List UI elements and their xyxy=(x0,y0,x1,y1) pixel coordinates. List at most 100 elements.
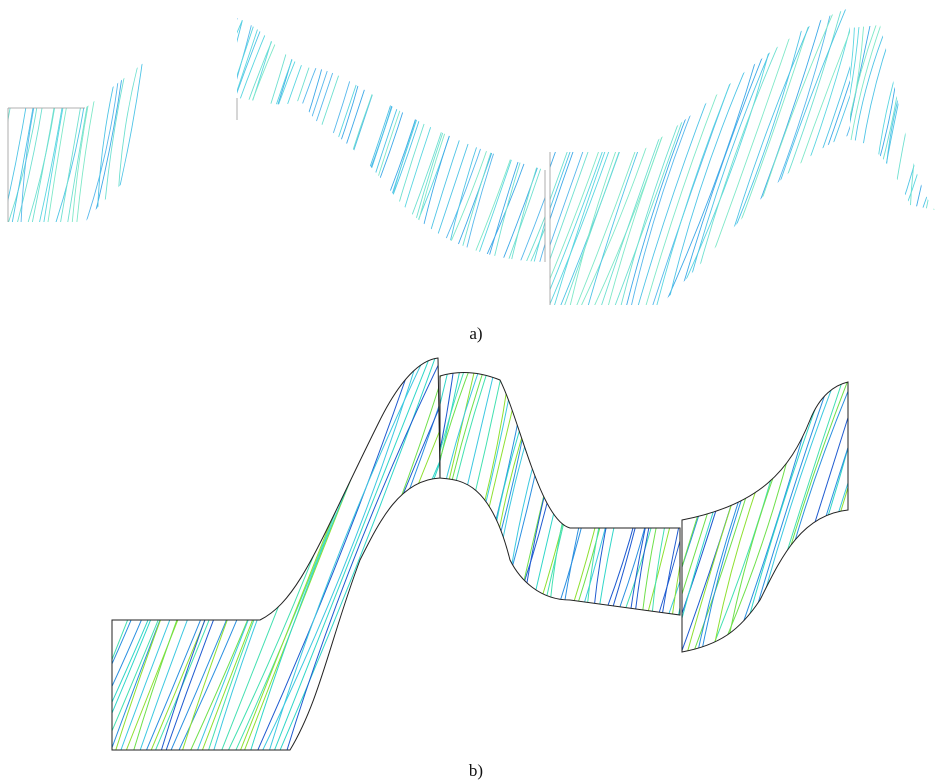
streamline xyxy=(614,375,704,660)
streamline xyxy=(84,0,124,230)
streamline xyxy=(242,0,332,270)
streamline xyxy=(390,350,550,755)
streamline xyxy=(285,350,445,755)
streamline xyxy=(602,365,662,620)
streamline xyxy=(33,350,193,755)
figure: a) b) xyxy=(0,0,939,784)
streamline xyxy=(455,365,515,620)
streamline xyxy=(588,375,678,660)
streamline xyxy=(414,0,504,270)
streamline xyxy=(43,0,83,230)
streamline xyxy=(692,0,802,310)
streamline xyxy=(0,350,87,755)
streamline xyxy=(485,0,575,270)
streamline xyxy=(134,0,224,270)
streamline xyxy=(456,350,616,755)
streamline xyxy=(699,0,809,310)
streamline xyxy=(712,375,802,660)
streamline xyxy=(860,375,939,660)
streamline xyxy=(402,0,492,270)
streamline xyxy=(288,0,378,270)
streamline xyxy=(278,350,438,755)
streamline xyxy=(183,0,273,270)
panel-label: a) xyxy=(469,324,482,343)
streamline xyxy=(380,0,470,270)
streamline xyxy=(70,350,230,755)
streamline xyxy=(688,0,798,310)
streamline xyxy=(433,0,523,270)
streamline xyxy=(925,20,939,215)
streamline xyxy=(450,365,510,620)
streamline xyxy=(109,350,269,755)
streamline xyxy=(817,0,927,310)
streamline xyxy=(273,350,433,755)
streamline xyxy=(194,0,284,270)
streamline xyxy=(74,350,234,755)
streamline xyxy=(707,365,767,620)
streamline xyxy=(820,20,860,215)
streamline xyxy=(385,365,445,620)
streamline xyxy=(837,375,927,660)
streamline xyxy=(368,0,458,270)
streamline xyxy=(190,0,280,270)
streamline xyxy=(826,375,916,660)
streamline xyxy=(254,0,344,270)
streamline xyxy=(868,20,908,215)
streamline xyxy=(819,375,909,660)
streamline xyxy=(559,0,669,310)
streamline xyxy=(444,0,534,270)
streamline xyxy=(547,0,657,310)
streamline xyxy=(205,0,295,270)
streamline xyxy=(866,375,939,660)
streamline xyxy=(610,375,700,660)
streamline xyxy=(177,0,267,270)
streamline xyxy=(734,0,844,310)
streamline xyxy=(563,0,673,310)
streamline xyxy=(256,350,416,755)
streamline xyxy=(465,0,575,310)
streamline xyxy=(872,0,939,310)
streamline xyxy=(730,375,820,660)
streamline xyxy=(717,0,827,310)
streamline xyxy=(545,0,635,270)
streamline xyxy=(791,0,901,310)
streamline xyxy=(760,375,850,660)
streamline xyxy=(386,0,476,270)
streamline xyxy=(456,0,566,310)
streamline xyxy=(144,350,304,755)
streamline xyxy=(0,0,27,230)
streamline xyxy=(138,350,298,755)
streamline xyxy=(541,365,601,620)
streamline xyxy=(332,0,422,270)
streamline xyxy=(695,365,755,620)
streamline xyxy=(199,0,289,270)
streamline xyxy=(243,350,403,755)
streamline xyxy=(161,0,251,270)
streamline xyxy=(365,365,425,620)
streamline xyxy=(410,0,520,310)
streamline xyxy=(846,0,939,310)
streamline xyxy=(212,350,372,755)
streamline xyxy=(109,0,149,230)
streamline xyxy=(696,375,786,660)
streamline xyxy=(152,0,242,270)
streamline xyxy=(593,365,653,620)
streamline xyxy=(48,350,208,755)
streamline xyxy=(416,365,476,620)
streamline xyxy=(528,0,638,310)
streamline xyxy=(157,0,247,270)
streamline xyxy=(597,365,657,620)
streamline xyxy=(806,0,916,310)
streamline xyxy=(11,350,171,755)
streamline xyxy=(481,365,541,620)
streamline xyxy=(523,0,613,270)
streamline xyxy=(211,0,301,270)
streamline xyxy=(651,0,761,310)
streamline xyxy=(146,0,236,270)
streamline xyxy=(838,20,878,215)
streamline xyxy=(483,0,593,310)
streamline xyxy=(400,350,560,755)
streamline xyxy=(898,20,938,215)
streamline xyxy=(845,375,935,660)
streamline xyxy=(313,350,473,755)
